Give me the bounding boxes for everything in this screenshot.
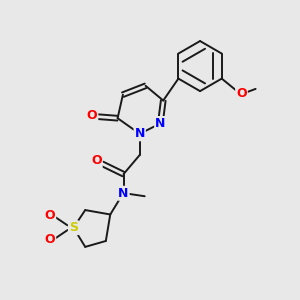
Text: O: O [87,109,97,122]
Text: O: O [236,87,247,100]
Text: N: N [118,187,129,200]
Text: O: O [45,233,55,246]
Text: S: S [69,221,78,234]
Text: O: O [91,154,102,167]
Text: N: N [134,127,145,140]
Text: O: O [45,209,55,223]
Text: N: N [155,117,166,130]
